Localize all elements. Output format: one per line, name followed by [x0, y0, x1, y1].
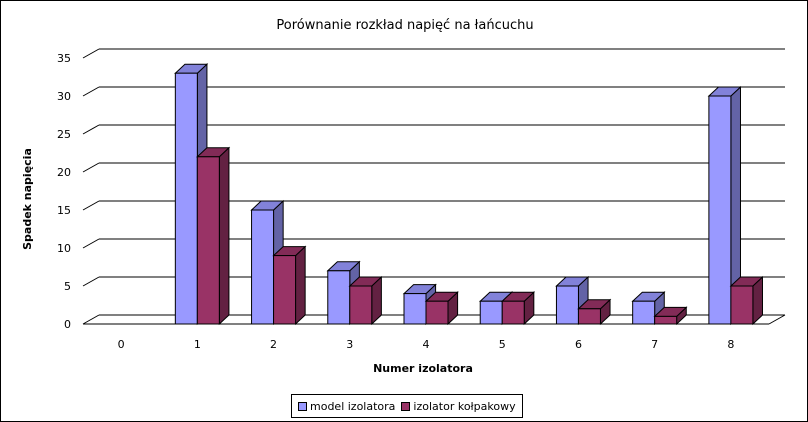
- bar-kolpakowy-1: [196, 156, 220, 325]
- x-tick-label-3: 3: [346, 338, 353, 351]
- legend-swatch-model: [298, 401, 307, 411]
- grid-depth-5: [82, 276, 100, 287]
- bar-kolpakowy-7: [654, 315, 678, 325]
- bar-kolpakowy-4: [425, 300, 449, 325]
- grid-depth-25: [82, 124, 100, 135]
- y-tick-label-0: 0: [64, 318, 71, 331]
- y-tick-label-15: 15: [57, 204, 71, 217]
- y-tick-label-20: 20: [57, 166, 71, 179]
- x-tick-label-2: 2: [270, 338, 277, 351]
- bar-kolpakowy-2: [273, 255, 297, 325]
- bar-model-6: [555, 285, 579, 325]
- x-tick-label-8: 8: [727, 338, 734, 351]
- bar-model-4: [403, 293, 427, 325]
- grid-depth-0: [82, 314, 100, 325]
- x-tick-label-1: 1: [194, 338, 201, 351]
- chart-title: Porównanie rozkład napięć na łańcuchu: [276, 18, 533, 33]
- grid-depth-20: [82, 162, 100, 173]
- grid-depth-10: [82, 238, 100, 249]
- legend-item-kolpakowy: izolator kołpakowy: [401, 399, 516, 413]
- x-axis-label: Numer izolatora: [373, 362, 473, 375]
- floor-right-edge: [768, 314, 786, 325]
- y-tick-label-35: 35: [57, 52, 71, 65]
- grid-depth-35: [82, 48, 100, 59]
- y-tick-label-30: 30: [57, 90, 71, 103]
- bar-kolpakowy-3: [349, 285, 373, 325]
- legend-label-kolpakowy: izolator kołpakowy: [413, 399, 516, 413]
- x-tick-label-5: 5: [499, 338, 506, 351]
- bar-model-8: [708, 95, 732, 325]
- legend-swatch-kolpakowy: [401, 401, 411, 411]
- grid-depth-30: [82, 86, 100, 97]
- bar-kolpakowy-5: [501, 300, 525, 325]
- bar-model-3: [327, 270, 351, 325]
- x-tick-label-6: 6: [575, 338, 582, 351]
- plot-area: 0 5 10 15 20 25 30 35 0 1 2 3 4 5 6 7 8: [57, 48, 786, 351]
- x-tick-label-0: 0: [118, 338, 125, 351]
- legend: model izolatora izolator kołpakowy: [291, 394, 523, 418]
- y-tick-label-25: 25: [57, 128, 71, 141]
- y-tick-label-10: 10: [57, 242, 71, 255]
- y-tick-label-5: 5: [64, 280, 71, 293]
- bar-kolpakowy-8: [730, 285, 754, 325]
- bar-side-kolpakowy-2: [295, 245, 306, 326]
- bar-model-5: [479, 300, 503, 325]
- bar-model-1: [174, 72, 198, 325]
- y-axis-label: Spadek napięcia: [21, 148, 34, 250]
- x-tick-label-7: 7: [651, 338, 658, 351]
- x-tick-label-4: 4: [423, 338, 430, 351]
- bar-side-kolpakowy-1: [218, 146, 230, 326]
- legend-item-model: model izolatora: [298, 400, 395, 413]
- bar-model-2: [251, 209, 275, 325]
- bar-kolpakowy-6: [577, 308, 601, 325]
- legend-label-model: model izolatora: [310, 399, 396, 413]
- grid-depth-15: [82, 200, 100, 211]
- bar-model-7: [632, 300, 656, 325]
